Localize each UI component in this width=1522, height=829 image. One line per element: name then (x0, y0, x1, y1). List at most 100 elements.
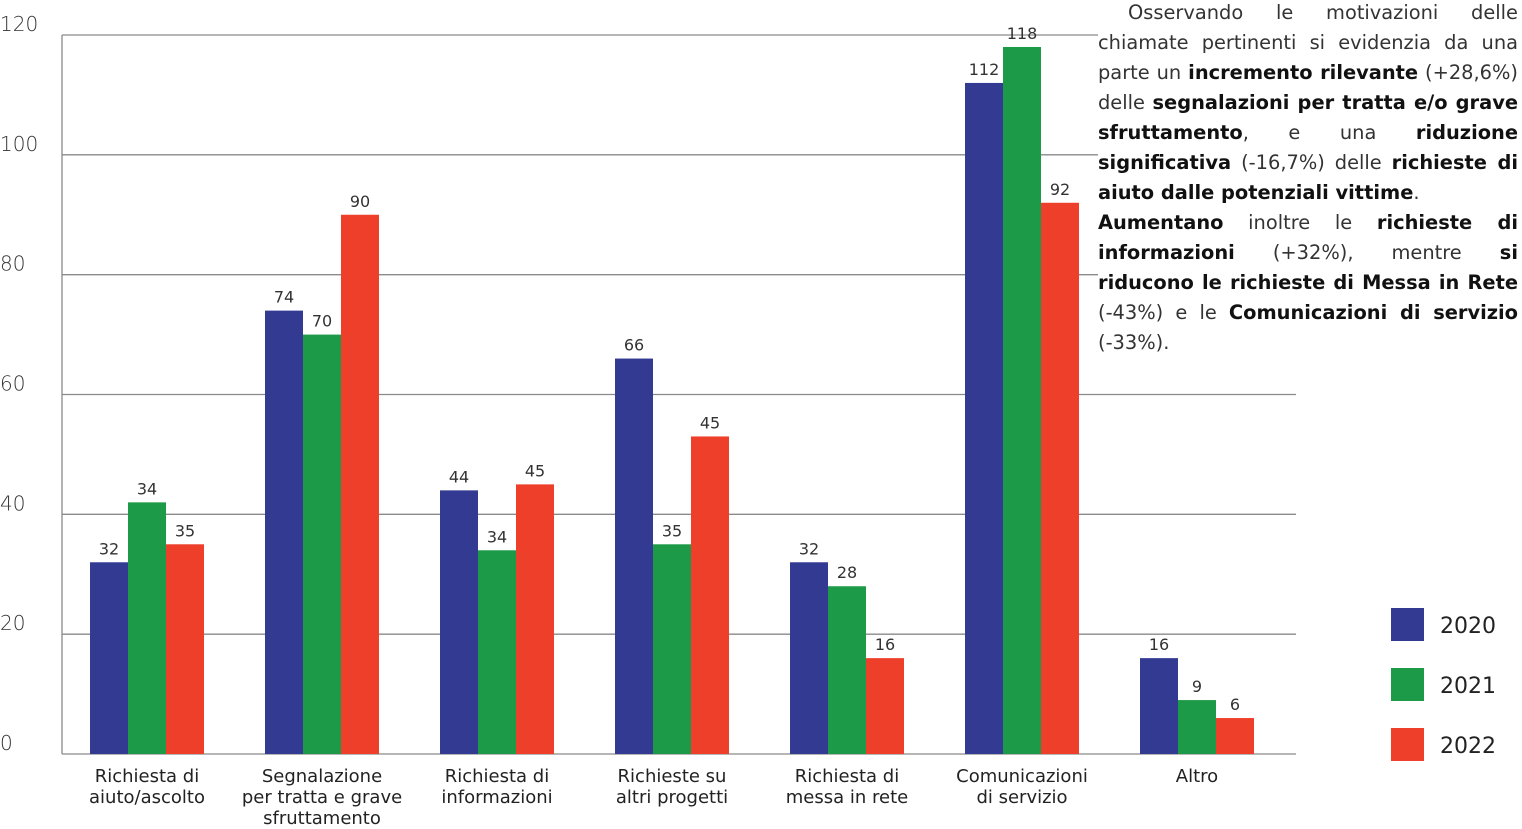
body-text: (-43%) e le (1098, 301, 1229, 324)
x-category-line: Richieste su (618, 766, 727, 787)
data-label: 16 (1149, 635, 1169, 654)
data-label: 90 (350, 192, 370, 211)
x-category-label: Richiesta di informazioni (441, 766, 552, 808)
body-text: (+28,6%) delle (1098, 61, 1518, 114)
bar-2022-6 (1041, 202, 1079, 754)
x-category-label: Richiesta di messa in rete (786, 766, 908, 808)
commentary-paragraph: Aumentano inoltre le richieste di inform… (1098, 208, 1518, 358)
legend: 2020 2021 2022 (1391, 608, 1496, 761)
x-category-line: aiuto/ascolto (89, 787, 205, 808)
x-category-label: Segnalazione per tratta e grave sfruttamen… (242, 766, 402, 829)
commentary-paragraph: Osservando le motivazioni delle chiamate… (1098, 0, 1518, 208)
y-axis-ticks: 0 20 40 60 80 100 120 (0, 12, 38, 755)
data-label: 28 (837, 563, 857, 582)
y-tick-label: 60 (0, 372, 25, 396)
data-label: 34 (137, 479, 157, 498)
bar-2022-1 (166, 544, 204, 754)
data-label: 35 (175, 521, 195, 540)
legend-swatch-2020 (1391, 608, 1424, 641)
bar-2020-4 (615, 358, 653, 754)
highlighted-text: incremento rilevante (1188, 61, 1419, 84)
legend-swatch-2021 (1391, 668, 1424, 701)
y-tick-label: 20 (0, 611, 25, 635)
x-category-line: Richiesta di (445, 766, 550, 787)
data-label: 45 (700, 413, 720, 432)
data-label: 16 (875, 635, 895, 654)
highlighted-text: segnalazioni per tratta e/o grave sfrutt… (1098, 91, 1519, 144)
bar-2020-5 (790, 562, 828, 754)
highlighted-text: Comunicazioni di servizio (1228, 301, 1519, 324)
x-category-line: di servizio (976, 787, 1067, 808)
data-label: 9 (1192, 677, 1202, 696)
body-text: inoltre le (1223, 211, 1377, 234)
bar-2020-2 (265, 310, 303, 754)
data-label: 112 (969, 60, 1000, 79)
bar-2020-1 (90, 562, 128, 754)
data-label: 32 (799, 539, 819, 558)
data-label: 45 (525, 461, 545, 480)
data-label: 6 (1230, 695, 1240, 714)
x-category-line: Richiesta di (95, 766, 200, 787)
highlighted-text: si riducono le richieste di Messa in Ret… (1098, 241, 1518, 294)
x-category-line: Comunicazioni (956, 766, 1088, 787)
legend-swatch-2022 (1391, 728, 1424, 761)
x-category-line: Segnalazione (262, 766, 382, 787)
bar-2021-3 (478, 550, 516, 754)
legend-label: 2022 (1440, 734, 1496, 759)
highlighted-text: richieste di aiuto dalle potenziali vitt… (1098, 151, 1518, 204)
data-label: 92 (1050, 180, 1070, 199)
data-label: 34 (487, 527, 507, 546)
data-label: 66 (624, 336, 644, 355)
x-category-line: messa in rete (786, 787, 908, 808)
data-label: 70 (312, 312, 332, 331)
legend-label: 2021 (1440, 674, 1496, 699)
bar-2021-1 (128, 502, 166, 754)
y-tick-label: 40 (0, 491, 25, 515)
body-text: (-16,7%) delle (1231, 151, 1392, 174)
body-text: (-33%). (1098, 331, 1170, 354)
y-tick-label: 80 (0, 252, 25, 276)
body-text: , e una (1242, 121, 1416, 144)
data-label: 74 (274, 288, 294, 307)
bar-2021-4 (653, 544, 691, 754)
bar-2020-7 (1140, 658, 1178, 754)
legend-label: 2020 (1440, 614, 1496, 639)
y-tick-label: 120 (0, 12, 38, 36)
bar-2021-2 (303, 334, 341, 754)
highlighted-text: Aumentano (1098, 211, 1224, 234)
y-tick-label: 0 (0, 731, 13, 755)
x-category-label: Richiesta di aiuto/ascolto (89, 766, 205, 808)
bar-2022-7 (1216, 718, 1254, 754)
bar-2022-4 (691, 436, 729, 754)
x-category-line: Altro (1176, 766, 1218, 787)
x-category-line: Richiesta di (795, 766, 900, 787)
body-text: . (1413, 181, 1420, 204)
body-text: Osservando le motivazioni delle chiamate… (1098, 1, 1518, 84)
x-category-line: per tratta e grave (242, 787, 402, 808)
bar-2022-5 (866, 658, 904, 754)
data-labels: 32 74 44 66 32 112 16 34 70 34 35 28 118 9 35 90 45 45 16 9… (99, 24, 1240, 714)
x-category-line: informazioni (441, 787, 552, 808)
x-category-line: altri progetti (616, 787, 728, 808)
bar-2021-5 (828, 586, 866, 754)
bar-2021-6 (1003, 46, 1041, 754)
bars (90, 46, 1254, 754)
data-label: 44 (449, 467, 469, 486)
highlighted-text: richieste di informazioni (1098, 211, 1518, 264)
bar-2020-3 (440, 490, 478, 754)
data-label: 35 (662, 521, 682, 540)
data-label: 118 (1007, 24, 1038, 43)
bar-2022-2 (341, 214, 379, 754)
highlighted-text: riduzione significativa (1098, 121, 1518, 174)
data-label: 32 (99, 539, 119, 558)
x-category-label: Altro (1176, 766, 1218, 787)
x-category-label: Richieste su altri progetti (616, 766, 728, 808)
y-tick-label: 100 (0, 132, 38, 156)
bar-2020-6 (965, 82, 1003, 754)
body-text: (+32%), mentre (1234, 241, 1500, 264)
bar-2021-7 (1178, 700, 1216, 754)
commentary-text: Osservando le motivazioni delle chiamate… (1098, 0, 1518, 358)
x-category-label: Comunicazioni di servizio (956, 766, 1088, 808)
